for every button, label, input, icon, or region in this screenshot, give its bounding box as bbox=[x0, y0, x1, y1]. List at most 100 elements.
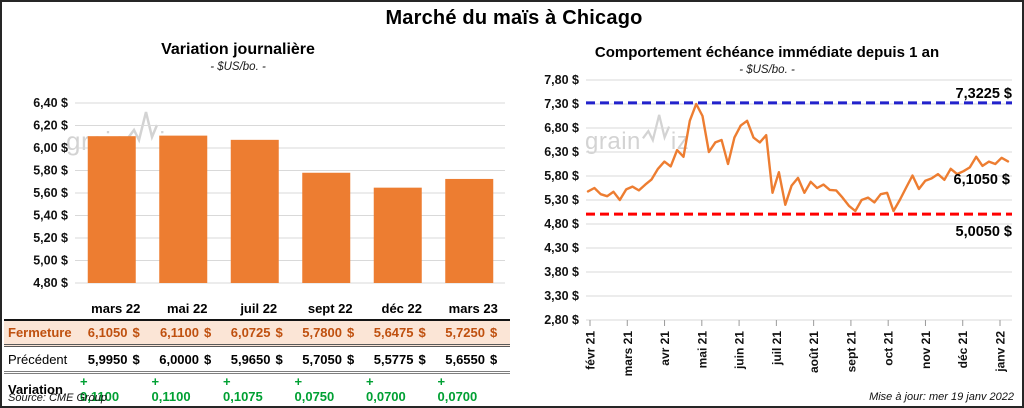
x-axis-tick-label: août 21 bbox=[807, 331, 821, 373]
cell-value: 5,7250 bbox=[445, 325, 485, 340]
table-cell: 5,6475 $ bbox=[366, 325, 438, 340]
cell-unit: $ bbox=[490, 351, 498, 367]
bar-6 bbox=[445, 178, 494, 283]
y-axis-tick-label: 3,30 $ bbox=[544, 289, 579, 303]
table-row-fermeture: Fermeture 6,1050 $6,1100 $6,0725 $5,7800 $5,6… bbox=[4, 321, 510, 347]
y-axis-tick-label: 5,20 $ bbox=[33, 231, 68, 245]
y-axis-tick-label: 4,80 $ bbox=[544, 217, 579, 231]
cell-unit: $ bbox=[204, 351, 212, 367]
bar-chart-title: Variation journalière bbox=[161, 41, 315, 58]
spark-zigzag-icon bbox=[127, 111, 159, 144]
y-axis-tick-label: 5,80 $ bbox=[33, 164, 68, 178]
table-cell: 6,1100 $ bbox=[152, 325, 224, 340]
cell-value: 6,1100 bbox=[159, 325, 199, 340]
y-axis-tick-label: 2,80 $ bbox=[544, 313, 579, 327]
cell-value: 5,9650 bbox=[230, 351, 271, 367]
table-cell: + 0,1100 bbox=[80, 374, 152, 404]
y-axis-tick-label: 5,00 $ bbox=[33, 254, 68, 268]
x-axis-tick-label: juil 21 bbox=[770, 331, 784, 366]
spark-zigzag-icon bbox=[641, 114, 670, 144]
y-axis-tick-label: 5,30 $ bbox=[544, 193, 579, 207]
table-cell: 5,9950 $ bbox=[80, 352, 152, 367]
table-cell: + 0,1075 bbox=[223, 374, 295, 404]
y-axis-tick-label: 6,30 $ bbox=[544, 145, 579, 159]
cell-value: 6,0725 bbox=[230, 325, 271, 340]
bar-3 bbox=[230, 139, 279, 283]
x-axis-tick-label: janv 22 bbox=[994, 331, 1008, 373]
high-line-label: 7,3225 $ bbox=[955, 86, 1012, 102]
bar-chart-subtitle: - $US/bo. - bbox=[210, 61, 266, 73]
cell-value: 5,6475 bbox=[373, 325, 414, 340]
row-label: Précédent bbox=[8, 351, 68, 367]
cell-unit: $ bbox=[275, 325, 283, 340]
cell-unit: $ bbox=[418, 351, 426, 367]
page-title: Marché du maïs à Chicago bbox=[385, 7, 643, 29]
watermark-text: iz bbox=[670, 128, 690, 155]
x-axis-tick-label: mars 21 bbox=[621, 331, 635, 377]
bar-5 bbox=[373, 187, 422, 283]
grainwiz-watermark: grain iz bbox=[585, 112, 689, 154]
cell-value: 5,6550 bbox=[445, 351, 485, 367]
x-axis-tick-label: nov 21 bbox=[919, 331, 933, 369]
column-header: mars 22 bbox=[91, 301, 141, 316]
y-axis-tick-label: 5,40 $ bbox=[33, 209, 68, 223]
cell-unit: $ bbox=[490, 325, 498, 340]
cell-value: + 0,0700 bbox=[437, 374, 478, 404]
bar-4 bbox=[302, 172, 351, 283]
column-header: déc 22 bbox=[381, 301, 422, 316]
x-axis-tick-label: juin 21 bbox=[733, 331, 747, 370]
y-axis-tick-label: 3,80 $ bbox=[544, 265, 579, 279]
cell-unit: $ bbox=[347, 325, 355, 340]
row-label: Fermeture bbox=[8, 325, 72, 340]
line-chart-subtitle: - $US/bo. - bbox=[739, 64, 795, 76]
cell-value: 6,0000 bbox=[159, 351, 199, 367]
x-axis-tick-label: déc 21 bbox=[956, 331, 970, 369]
cell-value: + 0,1100 bbox=[80, 374, 120, 404]
bar-2 bbox=[159, 135, 208, 283]
table-cell: 6,0725 $ bbox=[223, 325, 295, 340]
grainwiz-watermark: grain iz bbox=[66, 110, 179, 154]
cell-unit: $ bbox=[275, 351, 283, 367]
cell-value: 5,7050 bbox=[302, 351, 342, 367]
y-axis-tick-label: 7,30 $ bbox=[544, 97, 579, 111]
table-cell: 5,7250 $ bbox=[438, 325, 510, 340]
source-note: Source: CME Group bbox=[8, 392, 108, 404]
last-price-label: 6,1050 $ bbox=[953, 172, 1010, 188]
y-axis-tick-label: 6,40 $ bbox=[33, 96, 68, 110]
table-cell: 6,0000 $ bbox=[152, 352, 224, 367]
cell-value: + 0,1075 bbox=[223, 374, 263, 404]
cell-value: + 0,0700 bbox=[366, 374, 406, 404]
table-row-précédent: Précédent 5,9950 $6,0000 $5,9650 $5,7050 $5,5… bbox=[4, 347, 510, 374]
cell-unit: $ bbox=[132, 325, 140, 340]
futures-table: mars 22 mai 22 juil 22 sept 22 déc 22 mars 23… bbox=[4, 298, 510, 404]
column-header: sept 22 bbox=[307, 301, 353, 316]
table-cell: + 0,1100 bbox=[152, 374, 224, 404]
y-axis-tick-label: 5,60 $ bbox=[33, 186, 68, 200]
column-header: mars 23 bbox=[448, 301, 498, 316]
table-row-variation: Variation + 0,1100 + 0,1100 + 0,1075 + 0,075… bbox=[4, 374, 510, 404]
cell-unit: $ bbox=[204, 325, 212, 340]
x-axis-tick-label: févr 21 bbox=[584, 331, 598, 370]
column-header: juil 22 bbox=[240, 301, 278, 316]
x-axis-tick-label: avr 21 bbox=[658, 331, 672, 366]
cell-value: 5,7800 bbox=[302, 325, 342, 340]
table-cell: 5,6550 $ bbox=[438, 352, 510, 367]
y-axis-tick-label: 6,20 $ bbox=[33, 119, 68, 133]
y-axis-tick-label: 4,30 $ bbox=[544, 241, 579, 255]
y-axis-tick-label: 5,80 $ bbox=[544, 169, 579, 183]
watermark-text: grain bbox=[66, 126, 127, 156]
bar-1 bbox=[87, 136, 136, 283]
table-header-row: mars 22 mai 22 juil 22 sept 22 déc 22 mars 23 bbox=[4, 298, 510, 321]
low-line-label: 5,0050 $ bbox=[955, 224, 1012, 240]
cell-unit: $ bbox=[347, 351, 355, 367]
cell-value: + 0,1100 bbox=[151, 374, 191, 404]
y-axis-tick-label: 6,00 $ bbox=[33, 141, 68, 155]
row-label: Variation bbox=[8, 381, 63, 397]
x-axis-tick-label: sept 21 bbox=[844, 331, 858, 373]
y-axis-tick-label: 4,80 $ bbox=[33, 276, 68, 290]
watermark-text: grain bbox=[585, 128, 641, 155]
table-cell: 5,7800 $ bbox=[295, 325, 367, 340]
cell-unit: $ bbox=[132, 351, 140, 367]
watermark-text: iz bbox=[159, 126, 180, 156]
